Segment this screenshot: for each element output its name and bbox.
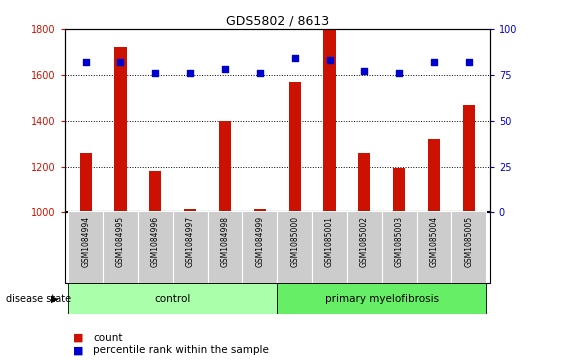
Text: GSM1085000: GSM1085000 xyxy=(290,216,299,268)
Bar xyxy=(278,211,312,283)
Point xyxy=(360,68,369,74)
Text: GSM1084999: GSM1084999 xyxy=(256,216,265,268)
Bar xyxy=(68,283,278,314)
Point xyxy=(81,59,90,65)
Text: GSM1085005: GSM1085005 xyxy=(464,216,473,268)
Point xyxy=(395,70,404,76)
Text: GSM1084998: GSM1084998 xyxy=(221,216,230,267)
Text: GSM1084995: GSM1084995 xyxy=(116,216,125,268)
Text: control: control xyxy=(155,294,191,303)
Point xyxy=(221,66,230,72)
Bar xyxy=(463,105,475,212)
Point xyxy=(325,57,334,63)
Text: primary myelofibrosis: primary myelofibrosis xyxy=(325,294,439,303)
Bar xyxy=(312,211,347,283)
Text: GSM1084997: GSM1084997 xyxy=(186,216,195,268)
Bar xyxy=(149,171,162,212)
Bar xyxy=(103,211,138,283)
Bar xyxy=(393,168,405,212)
Text: count: count xyxy=(93,333,122,343)
Text: GSM1085001: GSM1085001 xyxy=(325,216,334,267)
Bar xyxy=(428,139,440,212)
Point xyxy=(151,70,160,76)
Bar xyxy=(358,153,370,212)
Text: GSM1085002: GSM1085002 xyxy=(360,216,369,267)
Bar xyxy=(289,82,301,212)
Bar xyxy=(138,211,173,283)
Text: ■: ■ xyxy=(73,333,84,343)
Point xyxy=(186,70,195,76)
Bar xyxy=(114,48,127,212)
Bar xyxy=(278,283,486,314)
Bar xyxy=(382,211,417,283)
Text: ▶: ▶ xyxy=(51,294,59,303)
Bar xyxy=(452,211,486,283)
Bar xyxy=(68,211,103,283)
Text: GSM1085003: GSM1085003 xyxy=(395,216,404,268)
Text: disease state: disease state xyxy=(6,294,71,303)
Point xyxy=(430,59,439,65)
Bar xyxy=(254,209,266,212)
Bar xyxy=(417,211,452,283)
Text: GSM1085004: GSM1085004 xyxy=(430,216,439,268)
Text: GSM1084996: GSM1084996 xyxy=(151,216,160,268)
Bar xyxy=(323,29,336,212)
Bar xyxy=(184,209,196,212)
Point xyxy=(256,70,265,76)
Bar xyxy=(208,211,243,283)
Bar xyxy=(219,121,231,212)
Text: percentile rank within the sample: percentile rank within the sample xyxy=(93,345,269,355)
Point xyxy=(464,59,473,65)
Bar xyxy=(347,211,382,283)
Bar xyxy=(79,153,92,212)
Point xyxy=(116,59,125,65)
Title: GDS5802 / 8613: GDS5802 / 8613 xyxy=(226,15,329,28)
Text: GSM1084994: GSM1084994 xyxy=(81,216,90,268)
Bar xyxy=(173,211,208,283)
Point xyxy=(290,56,299,61)
Bar xyxy=(243,211,278,283)
Text: ■: ■ xyxy=(73,345,84,355)
